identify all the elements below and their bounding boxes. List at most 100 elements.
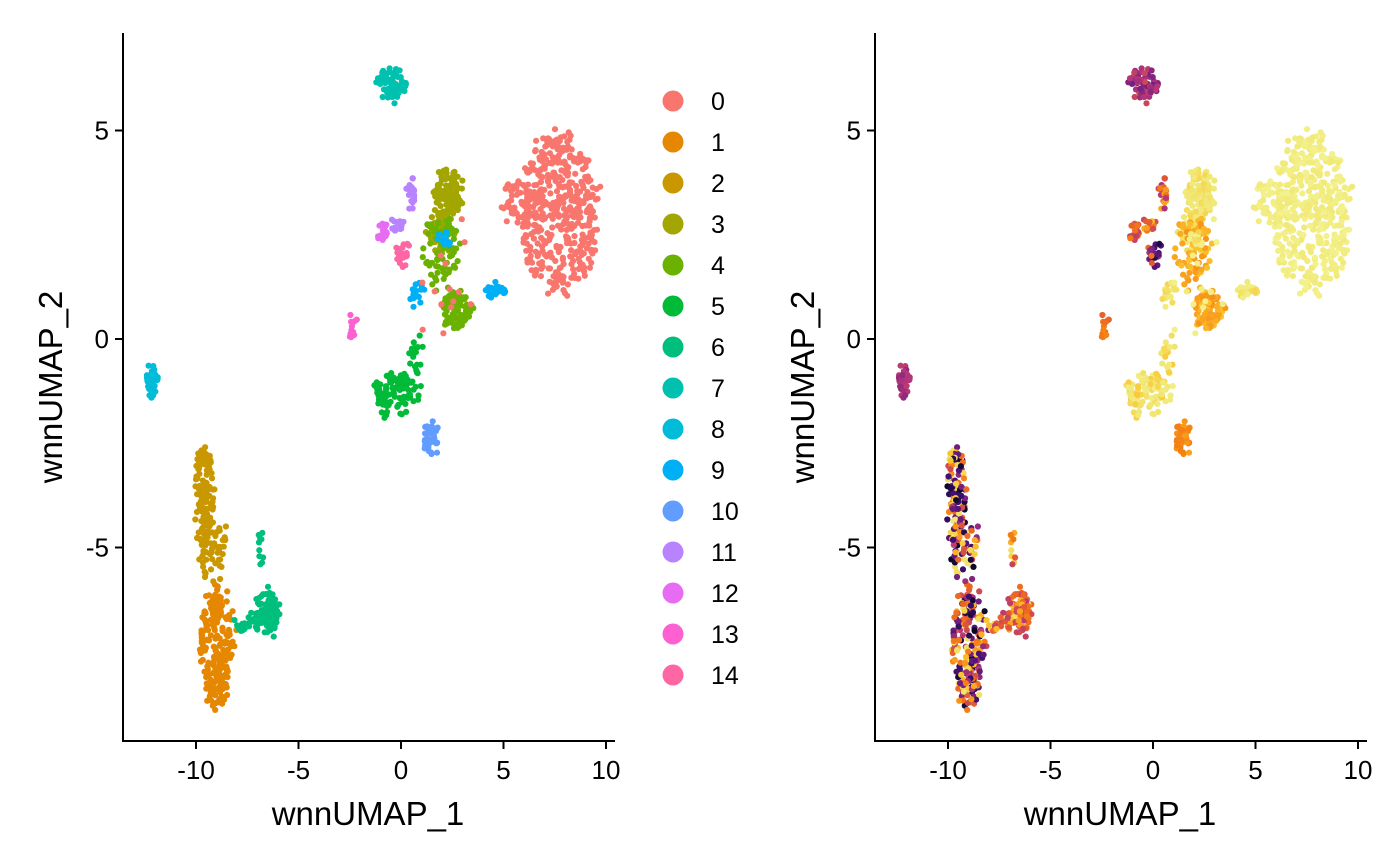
data-point — [145, 362, 152, 369]
data-point — [1213, 317, 1220, 324]
data-point — [1311, 254, 1318, 261]
data-point — [1240, 294, 1247, 301]
data-point — [953, 573, 961, 581]
data-point — [1139, 378, 1146, 385]
data-point — [966, 632, 973, 639]
data-point — [201, 573, 209, 581]
data-point — [1322, 155, 1329, 162]
data-point — [592, 196, 599, 203]
data-point — [1210, 216, 1217, 223]
data-point — [217, 609, 225, 616]
legend-key — [662, 623, 684, 645]
data-point — [554, 159, 561, 166]
data-point — [1291, 243, 1298, 250]
data-point — [1276, 169, 1283, 176]
data-point — [1132, 401, 1139, 408]
left-y-axis-title: wnnUMAP_2 — [32, 291, 69, 485]
data-point — [461, 317, 468, 324]
data-point — [1342, 227, 1350, 234]
data-point — [404, 185, 412, 192]
data-point — [1148, 260, 1155, 267]
data-point — [445, 220, 452, 227]
data-point — [950, 541, 957, 549]
data-point — [397, 410, 404, 417]
data-point — [200, 480, 208, 487]
data-point — [205, 659, 212, 666]
data-point — [1179, 449, 1187, 456]
data-point — [1290, 148, 1297, 156]
data-point — [219, 627, 226, 634]
data-point — [383, 78, 390, 85]
data-point — [579, 166, 586, 173]
data-point — [555, 213, 563, 220]
data-point — [536, 187, 544, 194]
data-point — [270, 633, 277, 640]
data-point — [427, 427, 434, 434]
data-point — [406, 391, 413, 398]
data-point — [978, 631, 985, 638]
data-point — [1005, 596, 1012, 603]
data-point — [586, 218, 593, 225]
data-point — [1155, 251, 1162, 258]
data-point — [545, 173, 552, 180]
data-point — [448, 180, 455, 187]
data-point — [557, 146, 565, 153]
data-point — [567, 132, 574, 139]
data-point — [1211, 177, 1218, 184]
data-point — [1303, 284, 1310, 291]
legend-label: 5 — [711, 293, 725, 321]
data-point — [268, 591, 275, 598]
data-point — [203, 593, 210, 600]
data-point — [1274, 232, 1281, 239]
data-point — [1336, 173, 1343, 180]
data-point — [1013, 629, 1020, 636]
data-point — [953, 647, 961, 654]
data-point — [1206, 173, 1213, 180]
data-point — [440, 330, 447, 337]
x-tick-label: 10 — [592, 755, 621, 785]
data-point — [980, 643, 987, 650]
data-point — [575, 265, 582, 273]
legend-label: 8 — [711, 416, 725, 444]
data-point — [1267, 178, 1274, 185]
data-point — [956, 534, 963, 541]
data-point — [209, 607, 216, 614]
data-point — [1198, 240, 1205, 247]
data-point — [267, 625, 275, 632]
data-point — [1303, 126, 1311, 133]
data-point — [562, 161, 569, 169]
data-point — [1135, 412, 1142, 419]
data-point — [1323, 194, 1331, 201]
data-point — [976, 588, 983, 595]
data-point — [212, 532, 219, 540]
data-point — [961, 607, 968, 614]
data-point — [571, 222, 578, 230]
data-point — [511, 204, 518, 211]
data-point — [373, 384, 380, 391]
data-point — [269, 603, 276, 611]
data-point — [581, 272, 588, 279]
data-point — [1256, 202, 1263, 209]
data-point — [524, 223, 531, 230]
data-point — [1276, 223, 1283, 230]
data-point — [217, 575, 224, 583]
data-point — [944, 516, 951, 523]
data-point — [587, 204, 594, 211]
data-point — [1184, 192, 1192, 199]
data-point — [1285, 181, 1292, 188]
data-point — [1141, 70, 1148, 77]
data-point — [1143, 224, 1150, 231]
data-point — [546, 237, 553, 244]
data-point — [509, 186, 516, 193]
data-point — [952, 549, 959, 556]
data-point — [1297, 178, 1304, 185]
data-point — [1300, 231, 1307, 239]
data-point — [153, 377, 161, 384]
data-point — [1198, 266, 1205, 273]
data-point — [1299, 250, 1306, 257]
data-point — [1162, 339, 1169, 346]
data-point — [204, 534, 211, 541]
data-point — [963, 669, 970, 676]
data-point — [526, 196, 534, 203]
